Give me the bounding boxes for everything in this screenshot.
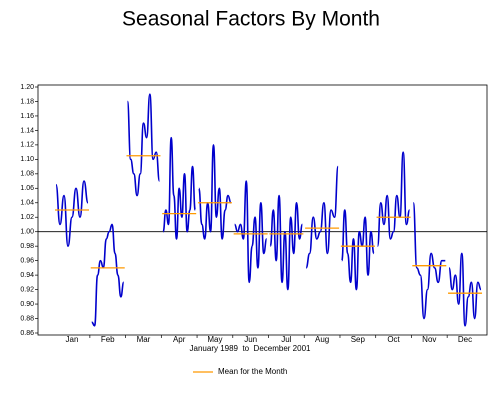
y-tick-label: 1.20 [20,84,34,91]
x-tick-label: May [207,335,222,344]
y-tick-label: 0.88 [20,315,34,322]
x-tick-label: Apr [173,335,186,344]
x-tick-label: Sep [351,335,366,344]
subseries-line [55,180,89,247]
x-tick-label: Feb [101,335,115,344]
y-tick-label: 1.10 [20,156,34,163]
subseries-line [91,223,125,327]
subseries-line [234,180,268,284]
subseries-line [162,136,196,240]
subseries-line [269,194,304,291]
y-tick-label: 1.00 [20,229,34,236]
subseries-line [412,201,446,320]
y-tick-label: 0.96 [20,257,34,264]
y-tick-label: 1.08 [20,171,34,178]
x-axis-label: January 1989 to December 2001 [190,344,312,353]
x-tick-label: Jul [281,335,291,344]
plot-frame [37,84,488,336]
subseries-line [341,209,375,291]
y-tick-label: 1.14 [20,127,34,134]
x-tick-label: Jan [66,335,79,344]
x-tick-label: Oct [387,335,400,344]
y-tick-label: 0.92 [20,286,34,293]
y-tick-label: 1.18 [20,98,34,105]
subseries-line [448,252,482,327]
x-tick-label: Dec [458,335,472,344]
y-tick-label: 1.04 [20,200,34,207]
y-tick-label: 0.90 [20,301,34,308]
legend-label: Mean for the Month [218,367,287,376]
subseries-line [305,165,339,269]
y-tick-label: 1.16 [20,113,34,120]
subseries-line [198,144,232,240]
x-tick-label: Aug [315,335,329,344]
chart-title: Seasonal Factors By Month [122,8,380,31]
x-tick-label: Nov [422,335,436,344]
x-tick-label: Mar [137,335,151,344]
y-tick-label: 1.06 [20,185,34,192]
subseries-line [126,93,161,197]
y-tick-label: 0.98 [20,243,34,250]
y-tick-label: 1.02 [20,214,34,221]
y-tick-label: 0.94 [20,272,34,279]
y-tick-label: 0.86 [20,330,34,337]
subseries-line [376,151,411,247]
x-tick-label: Jun [244,335,257,344]
y-tick-label: 1.12 [20,142,34,149]
